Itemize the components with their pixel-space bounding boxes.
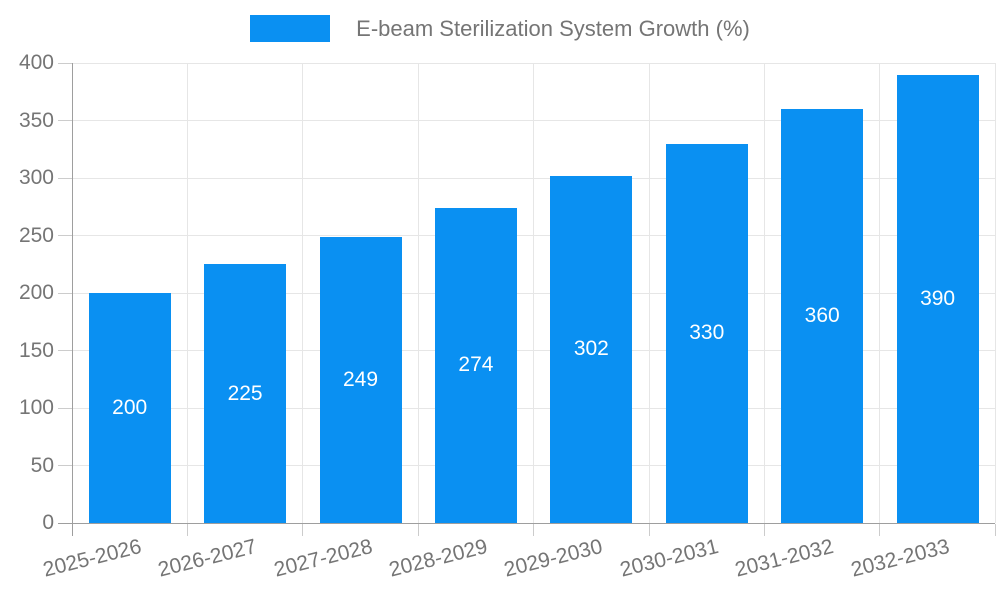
y-tick-label: 200: [18, 281, 54, 304]
y-tick: [58, 350, 72, 351]
bar: [896, 74, 979, 523]
x-tick-label: 2028-2029: [386, 534, 490, 582]
bar: [665, 143, 748, 523]
y-tick-label: 100: [18, 396, 54, 419]
bar: [781, 109, 864, 523]
x-tick-label: 2032-2033: [848, 534, 952, 582]
y-tick-label: 150: [18, 338, 54, 362]
bar-value-label: 390: [920, 286, 956, 310]
v-gridline: [417, 63, 419, 523]
bar-value-label: 249: [343, 367, 379, 391]
bar: [434, 207, 517, 523]
x-tick: [417, 524, 419, 536]
y-tick-label: 250: [18, 223, 54, 247]
x-tick-label: 2027-2028: [271, 534, 375, 582]
x-tick-label: 2025-2026: [40, 534, 144, 582]
legend-swatch: [250, 15, 331, 42]
y-tick: [58, 465, 72, 466]
bar: [204, 264, 287, 523]
v-gridline: [994, 63, 996, 523]
bar-value-label: 302: [573, 337, 609, 361]
y-tick: [58, 177, 72, 179]
x-tick: [879, 524, 881, 536]
bar-value-label: 360: [804, 304, 840, 327]
y-tick-label: 300: [18, 166, 54, 189]
bar: [88, 293, 171, 523]
bar: [319, 236, 402, 523]
y-tick: [58, 62, 72, 64]
y-axis-line: [71, 63, 73, 536]
y-tick: [58, 407, 72, 409]
legend-item[interactable]: E-beam Sterilization System Growth (%): [250, 15, 750, 42]
y-tick: [58, 292, 72, 294]
v-gridline: [879, 63, 881, 523]
x-tick: [994, 524, 996, 536]
y-tick-label: 400: [18, 51, 54, 74]
v-gridline: [186, 63, 188, 523]
v-gridline: [763, 63, 765, 523]
bar: [550, 175, 633, 523]
x-tick: [533, 524, 535, 536]
x-tick-label: 2029-2030: [502, 534, 606, 582]
x-tick: [648, 524, 650, 536]
x-tick: [302, 524, 304, 536]
y-tick: [58, 235, 72, 236]
y-tick-label: 0: [42, 511, 54, 534]
chart-legend: E-beam Sterilization System Growth (%): [0, 15, 1000, 42]
x-axis-line: [58, 522, 996, 524]
bar-value-label: 274: [458, 353, 494, 377]
y-tick-label: 50: [30, 453, 54, 477]
v-gridline: [302, 63, 304, 523]
x-tick-label: 2026-2027: [155, 534, 259, 582]
y-tick-label: 350: [18, 108, 54, 132]
x-tick: [763, 524, 765, 536]
bar-value-label: 200: [112, 396, 148, 419]
legend-label: E-beam Sterilization System Growth (%): [356, 15, 750, 41]
y-tick: [58, 120, 72, 121]
x-tick-label: 2030-2031: [617, 534, 721, 582]
v-gridline: [648, 63, 650, 523]
bar-value-label: 330: [689, 321, 725, 345]
v-gridline: [533, 63, 535, 523]
x-tick-label: 2031-2032: [732, 534, 836, 582]
x-tick: [186, 524, 188, 536]
bar-value-label: 225: [227, 381, 263, 405]
